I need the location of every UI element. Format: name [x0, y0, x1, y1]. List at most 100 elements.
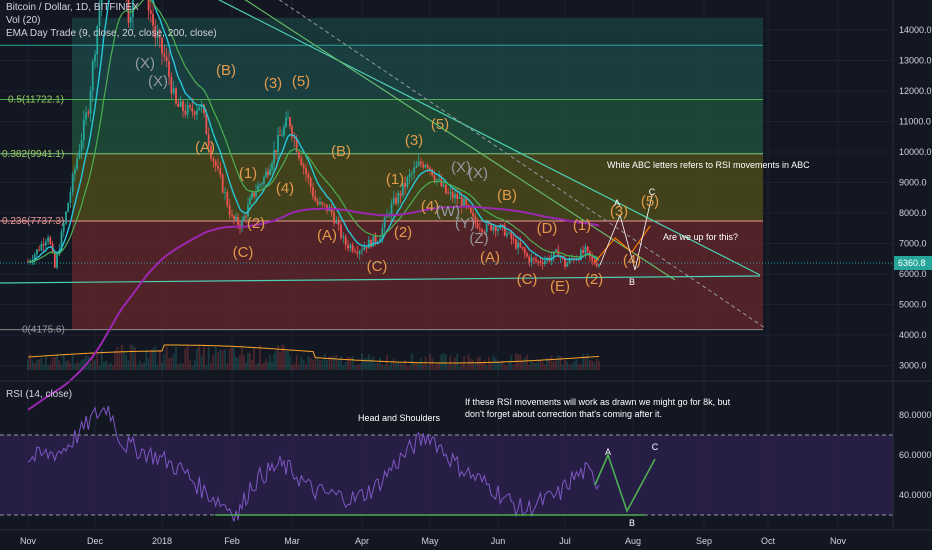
wave-label: (X) — [468, 165, 488, 182]
volume-bar — [265, 359, 267, 370]
candle-body — [422, 164, 425, 168]
candle-body — [163, 53, 166, 57]
volume-bar — [424, 356, 427, 370]
candle-body — [539, 261, 542, 263]
volume-bar — [474, 363, 477, 370]
volume-bar — [78, 362, 81, 370]
fib-zone — [72, 153, 763, 222]
rsi-pane: A B C — [0, 380, 932, 528]
candle-body — [370, 239, 372, 247]
candle-body — [406, 177, 409, 187]
wave-label: (X) — [148, 73, 168, 90]
volume-bar — [263, 363, 265, 370]
time-tick-label: Apr — [355, 536, 369, 546]
volume-bar — [476, 357, 479, 370]
volume-bar — [537, 360, 540, 370]
volume-bar — [539, 360, 542, 370]
wave-labels: (X)(X)(B)(3) (5)(A)(1)(4)(2)(C)(B)(A)(C)(… — [135, 55, 659, 295]
volume-bar — [358, 364, 361, 370]
volume-bar — [555, 360, 557, 370]
fib-label: 0.382(9941.1) — [2, 149, 64, 160]
volume-bar — [224, 349, 226, 370]
volume-bar — [210, 362, 212, 370]
time-tick-label: Nov — [830, 536, 847, 546]
volume-bar — [287, 350, 289, 370]
candle-body — [342, 236, 345, 238]
candle-body — [177, 103, 180, 107]
candle-body — [210, 146, 212, 159]
candle-body — [595, 263, 598, 267]
volume-bar — [517, 354, 519, 370]
candle-body — [271, 163, 273, 170]
volume-bar — [80, 359, 83, 370]
volume-bar — [519, 354, 522, 370]
volume-bar — [233, 345, 235, 370]
candle-body — [259, 184, 261, 186]
candle-body — [454, 194, 456, 199]
wave-label: (5) — [641, 193, 659, 210]
volume-bar — [508, 360, 511, 370]
volume-bar — [593, 362, 596, 370]
volume-bar — [376, 362, 379, 370]
last-price-label: 6360.8 — [898, 258, 926, 268]
candle-body — [281, 135, 283, 137]
volume-bar — [168, 358, 170, 370]
volume-bar — [149, 349, 152, 370]
volume-bar — [367, 354, 370, 370]
volume-bar — [214, 346, 217, 370]
volume-bar — [410, 353, 413, 370]
volume-bar — [532, 362, 535, 370]
candle-body — [478, 228, 481, 230]
volume-bar — [100, 349, 103, 370]
volume-bar — [564, 359, 566, 370]
candle-body — [438, 178, 440, 180]
volume-bar — [281, 344, 283, 370]
candle-body — [358, 251, 361, 254]
candle-body — [508, 232, 511, 234]
volume-bar — [123, 350, 125, 370]
volume-bar — [107, 364, 110, 370]
candle-body — [365, 247, 368, 249]
candle-body — [401, 183, 404, 196]
candle-body — [356, 251, 359, 254]
volume-bar — [584, 356, 587, 370]
rsi-note-line1: If these RSI movements will work as draw… — [465, 397, 731, 407]
volume-bar — [333, 355, 335, 370]
candle-body — [44, 241, 47, 246]
price-tick-label: 13000.0 — [899, 56, 932, 66]
candle-body — [241, 220, 243, 229]
candle-body — [337, 221, 340, 225]
candle-body — [205, 113, 208, 135]
candle-body — [476, 223, 479, 229]
time-tick-label: Jun — [491, 536, 506, 546]
volume-bar — [44, 355, 47, 370]
volume-bar — [120, 344, 123, 370]
volume-bar — [530, 361, 533, 370]
volume-bar — [253, 347, 255, 370]
volume-bar — [579, 364, 582, 370]
candle-body — [67, 202, 70, 212]
volume-bar — [401, 364, 404, 370]
candle-body — [390, 203, 393, 215]
volume-bar — [125, 354, 128, 370]
volume-bar — [141, 363, 143, 370]
volume-bar — [161, 362, 163, 370]
volume-bar — [147, 358, 150, 370]
wave-label: (1) — [573, 217, 591, 234]
candle-body — [374, 235, 377, 243]
candle-body — [156, 36, 159, 38]
price-tick-label: 11000.0 — [899, 117, 931, 127]
candle-body — [298, 151, 300, 158]
candle-body — [193, 111, 196, 115]
candle-body — [277, 135, 279, 152]
candle-body — [219, 168, 222, 175]
volume-bar — [94, 360, 96, 370]
rsi-title: RSI (14, close) — [6, 389, 73, 400]
candle-body — [463, 198, 465, 207]
volume-bar — [374, 363, 377, 370]
volume-bar — [71, 354, 74, 370]
abc-price-label: A — [614, 198, 620, 208]
wave-label: (4) — [276, 180, 294, 197]
volume-bar — [293, 363, 296, 370]
rsi-tick-label: 60.0000 — [899, 450, 932, 460]
